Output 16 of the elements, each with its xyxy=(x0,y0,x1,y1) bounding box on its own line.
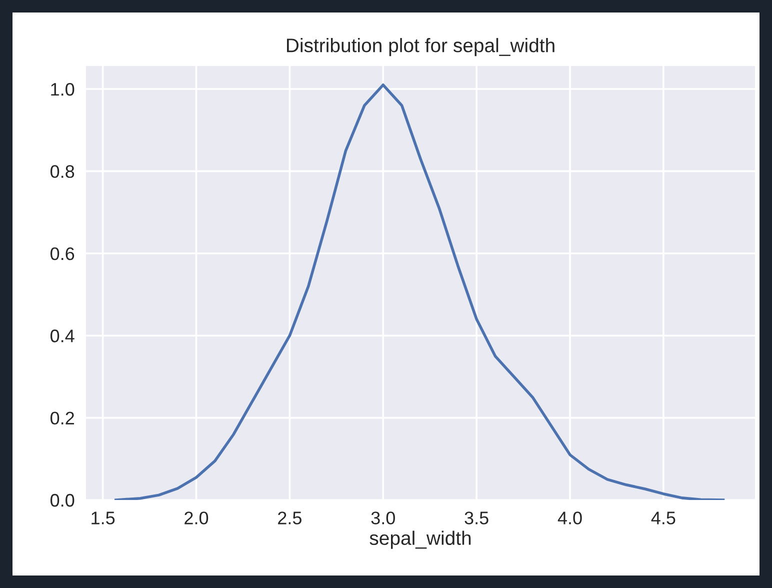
x-tick-label: 3.5 xyxy=(464,512,488,524)
y-tick-label: 0.8 xyxy=(50,165,74,178)
y-tick-label: 0.4 xyxy=(50,330,74,342)
y-tick-label: 1.0 xyxy=(51,82,74,96)
x-tick-label: 1.5 xyxy=(92,512,115,524)
x-tick-label: 4.0 xyxy=(558,512,582,524)
x-tick-label: 2.5 xyxy=(278,512,302,524)
x-tick-label: 4.5 xyxy=(651,512,676,524)
chart-title: Distribution plot for sepal_width xyxy=(287,38,554,56)
y-tick-label: 0.6 xyxy=(50,247,74,260)
x-tick-label: 3.0 xyxy=(371,512,395,524)
y-tick-label: 0.2 xyxy=(50,412,74,425)
x-axis-title: sepal_width xyxy=(370,530,471,549)
x-tick-label: 2.0 xyxy=(184,512,208,524)
line-series xyxy=(114,84,725,500)
y-tick-label: 0.0 xyxy=(50,494,74,507)
